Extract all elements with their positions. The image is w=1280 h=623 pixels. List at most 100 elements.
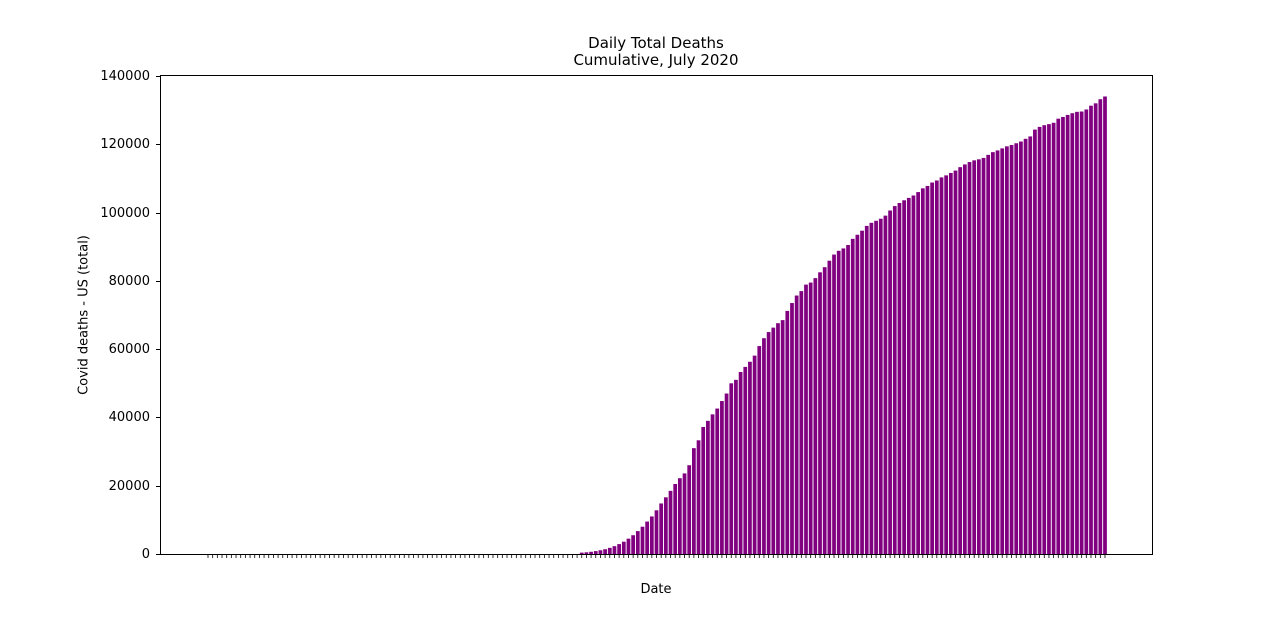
bar — [827, 260, 832, 554]
y-tick-label: 20000 — [108, 478, 150, 494]
plot-frame — [160, 75, 1153, 555]
bar — [972, 160, 977, 554]
bar — [967, 162, 972, 555]
bar — [607, 547, 612, 554]
bar — [687, 465, 692, 554]
bar — [799, 291, 804, 554]
bar — [986, 154, 991, 554]
y-axis-label: Covid deaths - US (total) — [76, 235, 92, 395]
bar — [626, 538, 631, 554]
bar — [663, 497, 668, 554]
bar — [794, 295, 799, 554]
bar — [934, 180, 939, 555]
bar — [635, 531, 640, 554]
y-tick-label: 80000 — [108, 273, 150, 289]
bar — [584, 552, 589, 554]
bar — [673, 484, 678, 554]
bar — [1028, 136, 1033, 554]
bar — [906, 197, 911, 554]
bar — [948, 172, 953, 554]
bar — [808, 282, 813, 554]
bar — [902, 200, 906, 554]
bar — [593, 551, 598, 554]
bar — [846, 245, 850, 554]
bar — [1005, 146, 1009, 554]
bar — [645, 521, 650, 554]
bar — [692, 448, 696, 554]
bar — [836, 250, 841, 554]
bar — [640, 526, 645, 554]
bar — [869, 222, 874, 554]
y-tick-label: 120000 — [100, 136, 150, 152]
bar — [720, 401, 724, 554]
bar — [682, 473, 687, 554]
y-axis-ticks — [156, 76, 160, 555]
bar — [617, 544, 621, 554]
y-tick-label: 40000 — [108, 409, 150, 425]
bar — [715, 408, 720, 554]
bar — [897, 203, 902, 554]
bar — [878, 218, 883, 554]
bar — [743, 366, 748, 554]
bar — [813, 278, 818, 554]
bar — [621, 541, 626, 554]
x-axis-label: Date — [640, 582, 672, 597]
chart-subtitle: Cumulative, July 2020 — [573, 51, 739, 69]
bar — [706, 420, 710, 554]
bar — [1033, 129, 1037, 554]
bar — [1042, 125, 1047, 555]
bar — [976, 159, 981, 554]
bar — [930, 182, 935, 554]
bar — [850, 238, 855, 555]
bar — [724, 393, 729, 554]
bar — [1014, 143, 1019, 554]
bar — [883, 215, 888, 554]
bar — [822, 267, 827, 554]
bar — [911, 195, 916, 554]
bar — [888, 210, 892, 554]
bar — [771, 327, 776, 554]
bar — [776, 323, 780, 554]
bar — [729, 383, 734, 554]
bar — [939, 177, 944, 554]
bar — [1023, 138, 1028, 554]
bar — [701, 426, 706, 554]
bar — [804, 284, 808, 554]
bar — [1019, 141, 1023, 555]
bar — [766, 332, 771, 554]
bar — [1079, 111, 1084, 554]
bar — [603, 549, 607, 554]
bar — [1056, 118, 1061, 555]
bar — [734, 379, 738, 554]
bar — [654, 510, 659, 554]
bar — [631, 535, 636, 554]
bar — [841, 248, 846, 555]
bar — [1103, 96, 1107, 555]
bar — [953, 170, 958, 554]
bar — [962, 164, 967, 554]
bar — [1093, 103, 1098, 554]
bar — [710, 414, 715, 554]
bar — [748, 361, 752, 554]
bar — [1089, 105, 1093, 554]
bar — [1065, 114, 1070, 555]
bar — [818, 272, 822, 554]
bar — [612, 546, 617, 554]
bar — [958, 167, 963, 554]
y-tick-label: 100000 — [100, 205, 150, 221]
bar — [925, 185, 930, 554]
bar — [1009, 144, 1014, 554]
bar — [860, 230, 864, 555]
bar — [1037, 126, 1042, 555]
y-tick-label: 60000 — [108, 341, 150, 357]
bar — [1084, 109, 1089, 555]
bar — [1061, 116, 1065, 554]
bar — [1000, 148, 1005, 554]
bar — [762, 338, 766, 554]
bar — [864, 225, 869, 554]
bar — [944, 175, 949, 555]
bar — [696, 440, 701, 554]
y-tick-label: 140000 — [100, 68, 150, 84]
bar — [668, 490, 673, 554]
